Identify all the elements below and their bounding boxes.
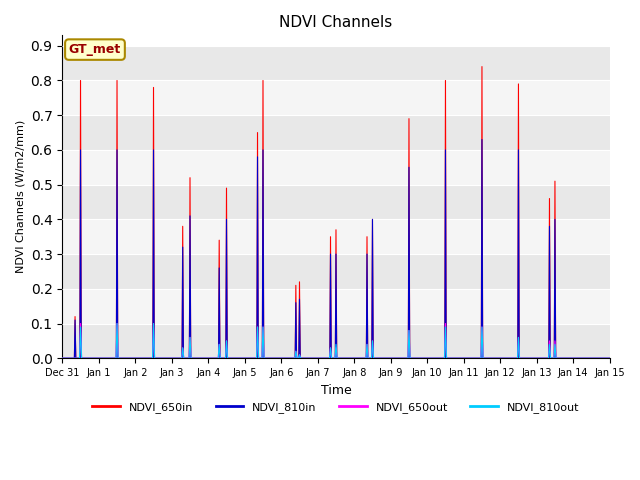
NDVI_810in [478,137,486,143]
NDVI_650out [504,355,511,361]
Bar [62,150,610,185]
NDVI_650out [58,355,66,361]
Line: NDVI_650out: NDVI_650out [62,324,610,358]
NDVI_810in [180,355,188,361]
NDVI_810in [247,355,255,361]
Bar [62,185,610,219]
NDVI_650out [180,354,188,360]
NDVI_810in [298,355,305,361]
Line: NDVI_810in: NDVI_810in [62,140,610,358]
Line: NDVI_810out: NDVI_810out [62,324,610,358]
NDVI_650out [606,355,614,361]
NDVI_810out [58,355,66,361]
Bar [62,81,610,115]
Y-axis label: NDVI Channels (W/m2/mm): NDVI Channels (W/m2/mm) [15,120,25,274]
NDVI_650out [247,355,255,361]
NDVI_810out [606,355,614,361]
Text: GT_met: GT_met [69,43,121,56]
NDVI_810out [298,355,305,361]
Bar [62,324,610,358]
Line: NDVI_650in: NDVI_650in [62,67,610,358]
NDVI_650in [180,355,188,361]
NDVI_650in [72,355,80,361]
NDVI_810out [72,355,80,361]
NDVI_650out [93,355,101,361]
Legend: NDVI_650in, NDVI_810in, NDVI_650out, NDVI_810out: NDVI_650in, NDVI_810in, NDVI_650out, NDV… [88,397,584,417]
Title: NDVI Channels: NDVI Channels [279,15,392,30]
NDVI_650out [298,355,305,361]
NDVI_650out [77,321,84,326]
X-axis label: Time: Time [321,384,351,396]
NDVI_810in [504,355,511,361]
NDVI_650in [606,355,614,361]
NDVI_810in [72,355,80,361]
Bar [62,115,610,150]
NDVI_650in [247,355,255,361]
NDVI_650in [504,355,511,361]
Bar [62,219,610,254]
NDVI_810out [247,355,255,361]
Bar [62,254,610,289]
NDVI_810out [113,321,121,326]
NDVI_810in [58,355,66,361]
NDVI_650out [72,355,80,361]
NDVI_810in [606,355,614,361]
NDVI_810out [180,354,188,360]
NDVI_810out [93,355,101,361]
NDVI_650in [478,64,486,70]
NDVI_650in [298,355,305,361]
NDVI_650in [58,355,66,361]
NDVI_810out [504,355,511,361]
NDVI_650in [93,355,101,361]
Bar [62,289,610,324]
NDVI_810in [93,355,101,361]
Bar [62,46,610,81]
